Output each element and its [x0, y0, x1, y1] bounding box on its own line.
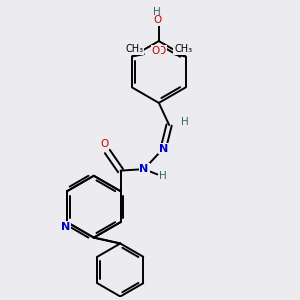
Text: O: O [152, 46, 160, 56]
Text: N: N [140, 164, 149, 174]
Text: CH₃: CH₃ [125, 44, 143, 54]
Text: O: O [153, 15, 161, 26]
Text: O: O [158, 46, 166, 56]
Text: N: N [159, 143, 168, 154]
Text: H: H [159, 172, 167, 182]
Text: N: N [61, 222, 70, 232]
Text: O: O [100, 139, 109, 149]
Text: CH₃: CH₃ [174, 44, 192, 54]
Text: H: H [182, 117, 189, 127]
Text: H: H [154, 7, 161, 16]
